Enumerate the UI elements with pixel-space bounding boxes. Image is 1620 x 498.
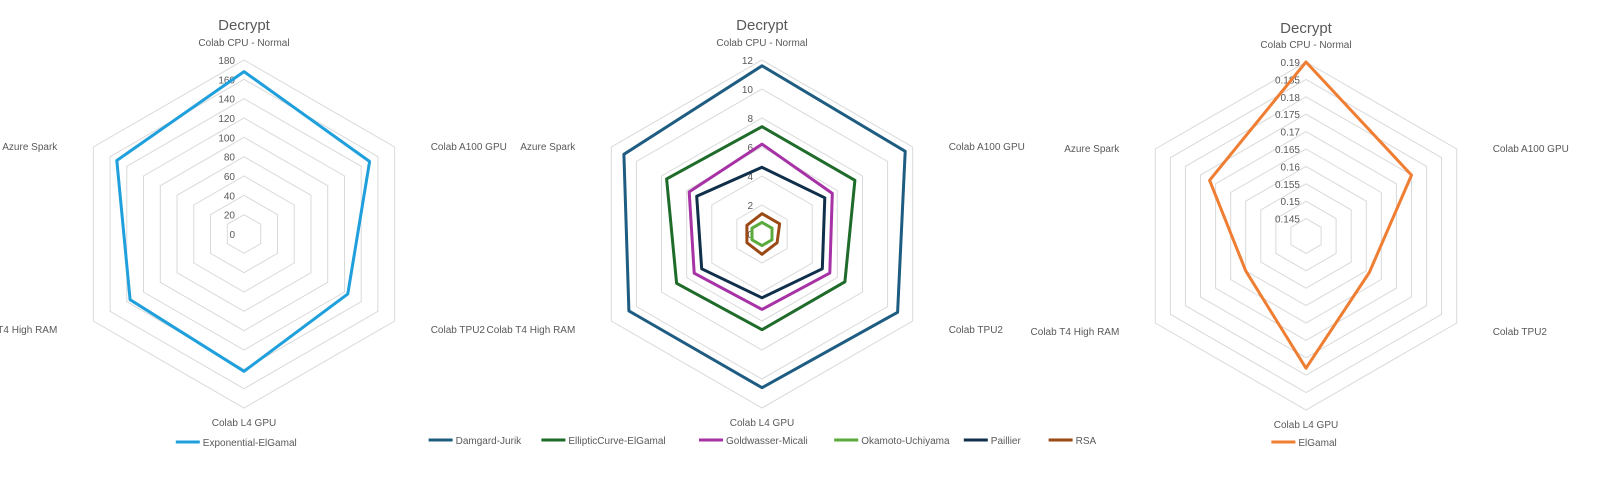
legend: Exponential-ElGamal [175, 438, 297, 449]
axis-label: Colab T4 High RAM [0, 325, 57, 336]
tick-label: 180 [218, 56, 235, 67]
legend-label: Okamoto-Uchiyama [861, 436, 950, 447]
series-line [1208, 60, 1413, 370]
tick-label: 0 [229, 230, 235, 241]
grid-ring [126, 98, 362, 370]
legend-label: Goldwasser-Micali [726, 436, 808, 447]
tick-label: 0.15 [1281, 197, 1301, 208]
tick-label: 0.145 [1275, 215, 1300, 226]
grid-ring [159, 136, 329, 332]
axis-label: Colab A100 GPU [949, 142, 1025, 153]
grid-ring [1154, 61, 1458, 411]
grid-ring [210, 194, 278, 274]
tick-label: 0.175 [1275, 110, 1300, 121]
grid-ring [736, 204, 788, 264]
grid-ring [1169, 78, 1443, 394]
tick-label: 0.185 [1275, 75, 1300, 86]
grid-ring [1230, 148, 1382, 324]
series-line [750, 220, 774, 248]
series-line [622, 64, 907, 390]
radar-grid [1154, 61, 1458, 411]
axis-label: Colab A100 GPU [1493, 144, 1569, 155]
axis-label: Colab L4 GPU [730, 418, 794, 429]
grid-ring [1275, 200, 1337, 272]
tick-label: 0.18 [1281, 93, 1301, 104]
axis-label: Colab CPU - Normal [1260, 40, 1351, 51]
radar-chart-2: Decrypt Colab CPU - Normal Colab A100 GPU C… [428, 17, 1097, 447]
grid-ring [661, 117, 863, 351]
tick-label: 120 [218, 114, 235, 125]
tick-label: 40 [224, 191, 236, 202]
axis-label: Colab T4 High RAM [1031, 327, 1120, 338]
tick-label: 8 [747, 114, 753, 125]
tick-label: 0.165 [1275, 145, 1300, 156]
tick-label: 12 [742, 56, 754, 67]
legend: ElGamal [1271, 438, 1337, 449]
radar-chart-1: Decrypt Colab CPU - Normal Colab A100 GPU C… [0, 17, 507, 449]
tick-label: 0.155 [1275, 180, 1300, 191]
grid-ring [1215, 131, 1397, 341]
legend-label: Exponential-ElGamal [203, 438, 297, 449]
series-line [695, 165, 827, 300]
chart-title: Decrypt [218, 17, 271, 34]
axis-label: Colab L4 GPU [212, 418, 276, 429]
tick-label: 80 [224, 153, 236, 164]
grid-ring [92, 59, 396, 409]
grid-ring [143, 117, 345, 351]
radar-chart-3: Decrypt Colab CPU - Normal Colab A100 GPU C… [1031, 20, 1569, 449]
legend: Damgard-Jurik EllipticCurve-ElGamal Goldwa… [428, 436, 1097, 447]
tick-label: 20 [224, 211, 236, 222]
axis-label: Colab CPU - Normal [198, 38, 289, 49]
grid-ring [226, 214, 262, 254]
grid-ring [686, 146, 838, 322]
tick-label: 140 [218, 95, 235, 106]
tick-label: 100 [218, 133, 235, 144]
grid-ring [1260, 183, 1352, 289]
axis-label: Colab CPU - Normal [716, 38, 807, 49]
radar-grid [610, 59, 914, 409]
series-line [665, 125, 857, 332]
tick-label: 0.16 [1281, 162, 1301, 173]
axis-label: Azure Spark [520, 142, 576, 153]
tick-label: 10 [742, 85, 754, 96]
grid-ring [109, 78, 379, 390]
tick-label: 0.17 [1281, 128, 1301, 139]
series-line [687, 142, 834, 311]
grid-ring [193, 175, 295, 293]
chart-title: Decrypt [1280, 20, 1333, 37]
legend-label: RSA [1076, 436, 1097, 447]
grid-ring [176, 156, 312, 312]
axis-label: Colab L4 GPU [1274, 420, 1338, 431]
axis-label: Colab T4 High RAM [487, 325, 576, 336]
grid-ring [1184, 96, 1428, 376]
axis-label: Colab TPU2 [431, 325, 486, 336]
series-line [745, 212, 782, 256]
tick-label: 0.19 [1281, 58, 1301, 69]
grid-ring [635, 88, 889, 380]
axis-label: Colab TPU2 [949, 325, 1004, 336]
tick-label: 60 [224, 172, 236, 183]
legend-label: Paillier [991, 436, 1022, 447]
axis-label: Azure Spark [1064, 144, 1120, 155]
tick-label: 160 [218, 75, 235, 86]
chart-title: Decrypt [736, 17, 789, 34]
tick-label: 4 [747, 172, 753, 183]
tick-label: 2 [747, 201, 753, 212]
radar-grid [92, 59, 396, 409]
legend-label: Damgard-Jurik [456, 436, 523, 447]
axis-label: Colab TPU2 [1493, 327, 1548, 338]
legend-label: EllipticCurve-ElGamal [568, 436, 665, 447]
grid-ring [610, 59, 914, 409]
axis-label: Azure Spark [2, 142, 58, 153]
series-line [115, 70, 372, 373]
grid-ring [1290, 218, 1322, 254]
grid-ring [1245, 165, 1367, 307]
legend-label: ElGamal [1298, 438, 1336, 449]
tick-label: 0 [747, 230, 753, 241]
axis-label: Colab A100 GPU [431, 142, 507, 153]
grid-ring [711, 175, 813, 293]
tick-label: 6 [747, 143, 753, 154]
